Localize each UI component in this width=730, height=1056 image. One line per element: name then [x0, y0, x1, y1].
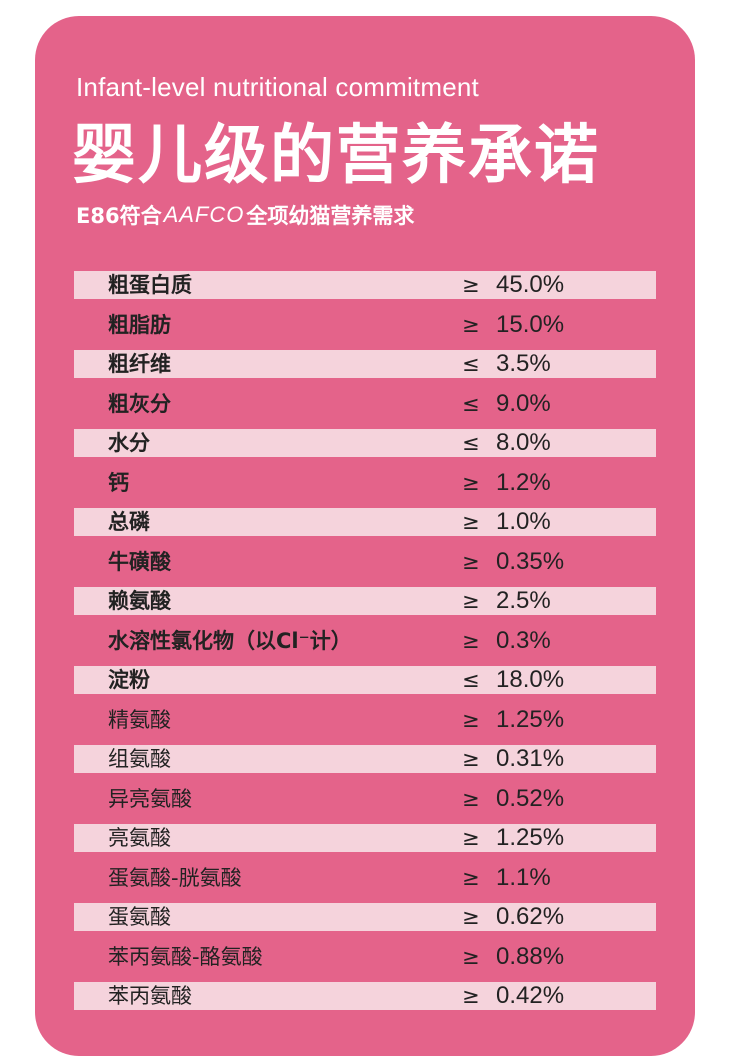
row-background: [74, 508, 656, 536]
nutrient-name: 粗灰分: [108, 391, 171, 416]
comparison-operator: ≤: [462, 668, 480, 692]
comparison-operator: ≥: [462, 628, 480, 653]
comparison-operator: ≥: [462, 865, 480, 890]
nutrient-name: 粗蛋白质: [108, 273, 192, 297]
table-row: 总磷 ≥1.0%: [74, 505, 656, 545]
comparison-operator: ≤: [462, 391, 480, 416]
nutrient-name: 钙: [108, 470, 129, 495]
table-row: 组氨酸 ≥0.31%: [74, 742, 656, 782]
nutrient-name: 牛磺酸: [108, 549, 171, 574]
comparison-operator: ≥: [462, 786, 480, 811]
nutrient-value: 1.0%: [496, 508, 551, 535]
claim-suffix: 全项幼猫营养需求: [246, 204, 415, 228]
table-row: 粗纤维 ≤3.5%: [74, 347, 656, 387]
comparison-operator: ≥: [462, 312, 480, 337]
table-row: 蛋氨酸 ≥0.62%: [74, 900, 656, 940]
table-row: 亮氨酸 ≥1.25%: [74, 821, 656, 861]
table-row: 苯丙氨酸 ≥0.42%: [74, 979, 656, 1019]
nutrient-value: 0.62%: [496, 903, 565, 930]
table-row: 粗脂肪 ≥15.0%: [74, 308, 656, 348]
row-background: [74, 745, 656, 773]
comparison-operator: ≥: [462, 470, 480, 495]
nutrient-name: 粗脂肪: [108, 312, 171, 337]
comparison-operator: ≥: [462, 984, 480, 1008]
table-row: 钙 ≥1.2%: [74, 466, 656, 506]
nutrient-value: 18.0%: [496, 666, 565, 693]
comparison-operator: ≥: [462, 707, 480, 732]
nutrient-name: 蛋氨酸-胱氨酸: [108, 865, 242, 890]
english-subtitle: Infant-level nutritional commitment: [76, 72, 479, 102]
nutrient-value: 0.31%: [496, 745, 565, 772]
table-row: 粗灰分 ≤9.0%: [74, 387, 656, 427]
page-title: 婴儿级的营养承诺: [72, 119, 600, 193]
row-background: [74, 271, 656, 299]
nutrient-name: 粗纤维: [108, 352, 171, 376]
aafco-claim: E86符合 AAFCO 全项幼猫营养需求: [76, 200, 414, 230]
table-row: 精氨酸 ≥1.25%: [74, 703, 656, 743]
comparison-operator: ≥: [462, 510, 480, 534]
table-row: 赖氨酸 ≥2.5%: [74, 584, 656, 624]
comparison-operator: ≥: [462, 826, 480, 850]
table-row: 牛磺酸 ≥0.35%: [74, 545, 656, 585]
table-row: 水分 ≤8.0%: [74, 426, 656, 466]
comparison-operator: ≥: [462, 589, 480, 613]
table-row: 粗蛋白质 ≥45.0%: [74, 268, 656, 308]
claim-prefix: E86符合: [76, 204, 162, 228]
nutrient-value: 1.1%: [496, 863, 551, 891]
comparison-operator: ≥: [462, 747, 480, 771]
nutrient-name: 精氨酸: [108, 707, 171, 732]
nutrient-name: 异亮氨酸: [108, 786, 192, 811]
aafco-logo-text: AAFCO: [163, 202, 245, 227]
comparison-operator: ≥: [462, 549, 480, 574]
comparison-operator: ≤: [462, 352, 480, 376]
nutrient-name: 总磷: [108, 510, 150, 534]
row-background: [74, 429, 656, 457]
row-background: [74, 587, 656, 615]
nutrient-name: 赖氨酸: [108, 589, 171, 613]
row-background: [74, 982, 656, 1010]
nutrition-card: [35, 16, 695, 1056]
nutrient-value: 0.88%: [496, 942, 565, 970]
nutrient-name: 水溶性氯化物（以Cl⁻计）: [108, 628, 352, 653]
nutrient-value: 1.25%: [496, 824, 565, 851]
row-background: [74, 903, 656, 931]
row-background: [74, 469, 656, 497]
nutrient-name: 组氨酸: [108, 747, 171, 771]
nutrient-name: 蛋氨酸: [108, 905, 171, 929]
table-row: 异亮氨酸 ≥0.52%: [74, 782, 656, 822]
row-background: [74, 824, 656, 852]
nutrient-value: 15.0%: [496, 310, 565, 338]
nutrient-value: 1.25%: [496, 705, 565, 733]
nutrient-name: 苯丙氨酸-酪氨酸: [108, 944, 263, 969]
nutrient-value: 9.0%: [496, 389, 551, 417]
nutrient-value: 0.35%: [496, 547, 565, 575]
nutrient-table: 粗蛋白质 ≥45.0% 粗脂肪 ≥15.0% 粗纤维 ≤3.5% 粗灰分 ≤9.0% 水分 ≤8.…: [74, 268, 656, 1019]
comparison-operator: ≥: [462, 944, 480, 969]
nutrient-value: 2.5%: [496, 587, 551, 614]
table-row: 淀粉 ≤18.0%: [74, 663, 656, 703]
table-row: 蛋氨酸-胱氨酸 ≥1.1%: [74, 861, 656, 901]
nutrient-value: 8.0%: [496, 429, 551, 456]
row-background: [74, 666, 656, 694]
comparison-operator: ≥: [462, 905, 480, 929]
comparison-operator: ≥: [462, 273, 480, 297]
table-row: 水溶性氯化物（以Cl⁻计） ≥0.3%: [74, 624, 656, 664]
table-row: 苯丙氨酸-酪氨酸 ≥0.88%: [74, 940, 656, 980]
nutrient-value: 1.2%: [496, 468, 551, 496]
nutrient-value: 0.52%: [496, 784, 565, 812]
nutrient-name: 亮氨酸: [108, 826, 171, 850]
nutrient-value: 0.3%: [496, 626, 551, 654]
nutrient-name: 水分: [108, 431, 150, 455]
row-background: [74, 350, 656, 378]
nutrient-value: 3.5%: [496, 350, 551, 377]
nutrient-name: 苯丙氨酸: [108, 984, 192, 1008]
comparison-operator: ≤: [462, 431, 480, 455]
nutrient-value: 45.0%: [496, 271, 565, 298]
nutrient-name: 淀粉: [108, 668, 150, 692]
nutrient-value: 0.42%: [496, 982, 565, 1009]
